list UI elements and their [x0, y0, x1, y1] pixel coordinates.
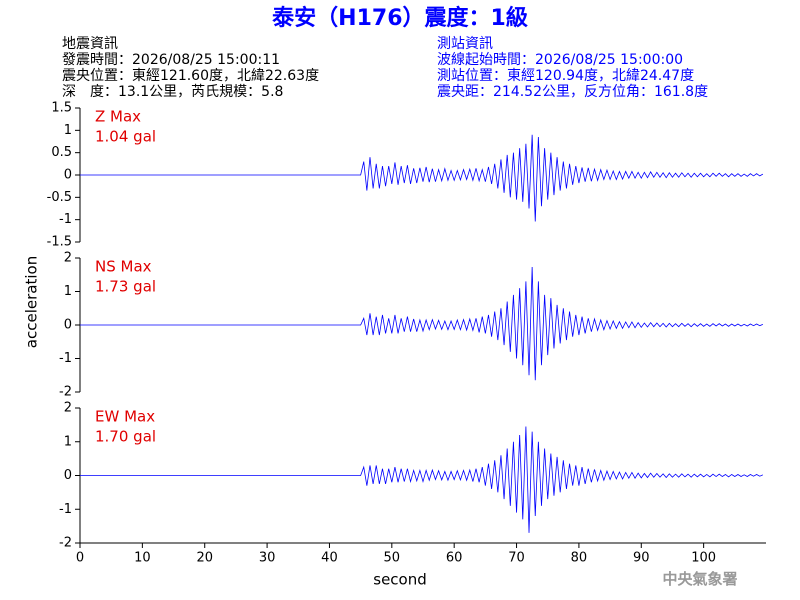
- info-right: 測站位置：東經120.94度，北緯24.47度: [437, 68, 694, 84]
- max-annotation: Z Max: [95, 108, 141, 126]
- x-tick-label: 100: [691, 551, 716, 566]
- y-tick-label: 0: [64, 468, 72, 483]
- x-tick-label: 70: [508, 551, 525, 566]
- chart-title: 泰安（H176）震度：1級: [271, 5, 528, 31]
- max-annotation: 1.70 gal: [95, 428, 156, 446]
- y-tick-label: 1.5: [51, 101, 72, 116]
- y-tick-label: 2: [64, 251, 72, 266]
- y-tick-label: 0: [64, 318, 72, 333]
- y-tick-label: -1: [59, 502, 72, 517]
- x-tick-label: 50: [384, 551, 401, 566]
- y-tick-label: -2: [59, 385, 72, 400]
- trace: [80, 426, 764, 533]
- x-tick-label: 60: [446, 551, 463, 566]
- y-axis-label: acceleration: [23, 256, 41, 348]
- max-annotation: 1.04 gal: [95, 128, 156, 146]
- y-tick-label: 1: [64, 284, 72, 299]
- x-tick-label: 0: [76, 551, 84, 566]
- agency: 中央氣象署: [662, 570, 737, 588]
- x-tick-label: 80: [571, 551, 588, 566]
- info-right: 波線起始時間：2026/08/25 15:00:00: [437, 52, 683, 68]
- info-left: 震央位置：東經121.60度，北緯22.63度: [62, 68, 319, 84]
- max-annotation: EW Max: [95, 408, 155, 426]
- x-axis-label: second: [373, 571, 427, 589]
- max-annotation: NS Max: [95, 258, 152, 276]
- y-tick-label: 0.5: [51, 145, 72, 160]
- max-annotation: 1.73 gal: [95, 278, 156, 296]
- info-right: 測站資訊: [437, 36, 493, 52]
- info-right: 震央距：214.52公里，反方位角：161.8度: [437, 84, 708, 100]
- x-tick-label: 20: [196, 551, 213, 566]
- y-tick-label: 2: [64, 401, 72, 416]
- y-tick-label: -2: [59, 536, 72, 551]
- info-left: 深 度：13.1公里，芮氏規模：5.8: [62, 83, 283, 100]
- y-tick-label: -0.5: [47, 190, 72, 205]
- y-tick-label: 0: [64, 168, 72, 183]
- x-tick-label: 90: [633, 551, 650, 566]
- y-tick-label: 1: [64, 123, 72, 138]
- y-tick-label: -1: [59, 351, 72, 366]
- y-tick-label: -1.5: [47, 235, 72, 250]
- x-tick-label: 30: [259, 551, 276, 566]
- info-left: 地震資訊: [62, 36, 118, 52]
- info-left: 發震時間：2026/08/25 15:00:11: [62, 52, 280, 68]
- trace: [80, 134, 764, 222]
- x-tick-label: 40: [321, 551, 338, 566]
- y-tick-label: -1: [59, 212, 72, 227]
- trace: [80, 267, 764, 381]
- y-tick-label: 1: [64, 434, 72, 449]
- x-tick-label: 10: [134, 551, 151, 566]
